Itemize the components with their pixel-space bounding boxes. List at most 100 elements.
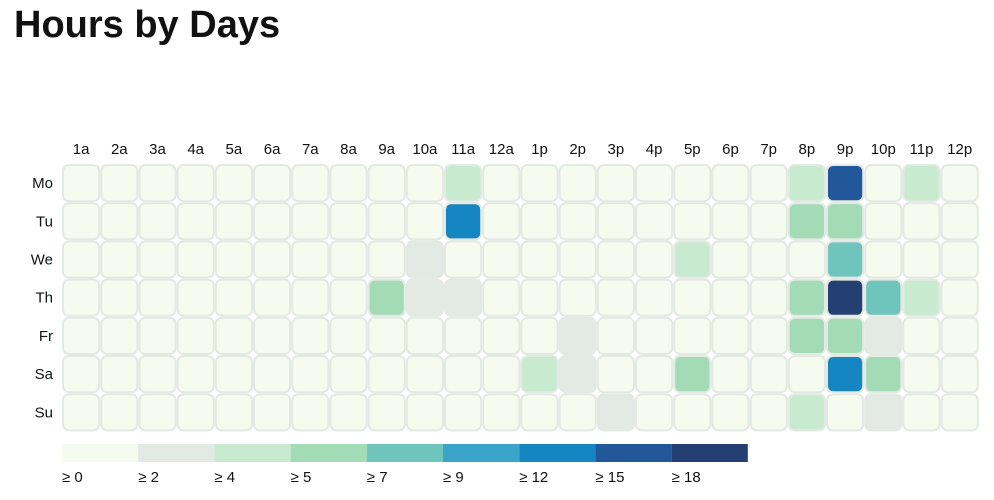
- heatmap-cell: [826, 355, 865, 394]
- heatmap-cell: [482, 278, 521, 317]
- heatmap-cell: [940, 240, 979, 279]
- heatmap-cell: [558, 164, 597, 203]
- heatmap-cell: [100, 164, 139, 203]
- heatmap-cell: [444, 393, 483, 432]
- heatmap-cell: [673, 164, 712, 203]
- legend: ≥ 0 ≥ 2 ≥ 4 ≥ 5 ≥ 7 ≥ 9 ≥ 12 ≥ 15 ≥ 18: [62, 444, 748, 486]
- legend-swatch: [595, 444, 672, 462]
- heatmap-cell: [711, 202, 750, 241]
- heatmap-cell: [940, 355, 979, 394]
- heatmap-cell: [864, 202, 903, 241]
- heatmap-cell: [444, 316, 483, 355]
- y-axis-labels: Mo Tu We Th Fr Sa Su: [31, 175, 54, 421]
- heatmap-cell: [253, 393, 292, 432]
- heatmap-cell: [520, 202, 559, 241]
- heatmap-cell: [138, 355, 177, 394]
- x-tick-label: 11p: [910, 141, 934, 158]
- x-tick-label: 2a: [111, 141, 128, 158]
- y-tick-label: Th: [35, 290, 53, 307]
- heatmap-cell: [787, 393, 826, 432]
- legend-label: ≥ 7: [367, 469, 388, 486]
- heatmap-cell: [596, 316, 635, 355]
- heatmap-cell: [749, 355, 788, 394]
- heatmap-cell: [176, 278, 215, 317]
- x-axis-labels: 1a 2a 3a 4a 5a 6a 7a 8a 9a 10a 11a 12a 1p 2p 3p 4p 5p 6p 7…: [73, 141, 972, 158]
- heatmap-cell: [940, 316, 979, 355]
- heatmap-cell: [864, 355, 903, 394]
- heatmap-cell: [329, 240, 368, 279]
- heatmap-cell: [902, 202, 941, 241]
- heatmap-cell: [558, 393, 597, 432]
- chart-title: Hours by Days: [14, 4, 281, 46]
- legend-label: ≥ 18: [672, 469, 701, 486]
- heatmap-cell: [787, 164, 826, 203]
- heatmap-cell: [711, 164, 750, 203]
- legend-swatch: [62, 444, 139, 462]
- heatmap-cell: [291, 355, 330, 394]
- heatmap-cell: [214, 278, 254, 317]
- heatmap-cell: [138, 316, 177, 355]
- x-tick-label: 8p: [799, 141, 816, 158]
- x-tick-label: 7p: [760, 141, 777, 158]
- heatmap-cell: [291, 240, 330, 279]
- heatmap-cell: [291, 278, 330, 317]
- heatmap-cell: [405, 355, 444, 394]
- heatmap-cell: [787, 240, 826, 279]
- heatmap-cell: [367, 202, 406, 241]
- y-tick-label: We: [31, 252, 53, 269]
- heatmap-cell: [826, 164, 865, 203]
- heatmap-cell: [367, 355, 406, 394]
- heatmap-cell: [520, 393, 559, 432]
- heatmap-cell: [902, 164, 941, 203]
- heatmap-cell: [482, 202, 521, 241]
- x-tick-label: 9a: [378, 141, 395, 158]
- x-tick-label: 1a: [73, 141, 90, 158]
- x-tick-label: 12a: [489, 141, 515, 158]
- heatmap-cell: [367, 164, 406, 203]
- heatmap-cell: [176, 316, 215, 355]
- heatmap-cell: [291, 202, 330, 241]
- heatmap-cell: [100, 355, 139, 394]
- heatmap-cell: [444, 355, 483, 394]
- legend-swatch: [138, 444, 215, 462]
- heatmap-cell: [367, 240, 406, 279]
- heatmap-cell: [864, 393, 903, 432]
- heatmap-cell: [62, 393, 101, 432]
- heatmap-cell: [596, 393, 635, 432]
- heatmap-cell: [253, 240, 292, 279]
- heatmap-cell: [329, 202, 368, 241]
- heatmap-cell: [214, 316, 254, 355]
- x-tick-label: 1p: [531, 141, 548, 158]
- heatmap-cell: [902, 278, 941, 317]
- heatmap-cell: [444, 202, 483, 241]
- heatmap-cell: [749, 393, 788, 432]
- heatmap-cell: [596, 355, 635, 394]
- heatmap-cell: [520, 278, 559, 317]
- heatmap-cell: [62, 240, 101, 279]
- legend-label: ≥ 5: [291, 469, 312, 486]
- heatmap-cell: [711, 393, 750, 432]
- heatmap-cell: [176, 355, 215, 394]
- heatmap-cell: [62, 355, 101, 394]
- heatmap-cell: [444, 278, 483, 317]
- y-tick-label: Tu: [36, 213, 53, 230]
- heatmap-cell: [329, 164, 368, 203]
- heatmap-cell: [138, 164, 177, 203]
- heatmap-cell: [902, 316, 941, 355]
- heatmap-cell: [100, 278, 139, 317]
- heatmap-cell: [214, 355, 254, 394]
- heatmap-cell: [329, 316, 368, 355]
- heatmap-cell: [329, 393, 368, 432]
- heatmap-cell: [444, 240, 483, 279]
- heatmap-cell: [482, 164, 521, 203]
- heatmap-cell: [62, 278, 101, 317]
- heatmap-cell: [558, 355, 597, 394]
- heatmap-cell: [749, 240, 788, 279]
- heatmap-cells: [62, 164, 979, 432]
- legend-label: ≥ 0: [62, 469, 83, 486]
- y-tick-label: Su: [35, 404, 53, 421]
- heatmap-cell: [291, 164, 330, 203]
- heatmap-cell: [711, 278, 750, 317]
- heatmap-cell: [520, 355, 559, 394]
- legend-label: ≥ 2: [138, 469, 159, 486]
